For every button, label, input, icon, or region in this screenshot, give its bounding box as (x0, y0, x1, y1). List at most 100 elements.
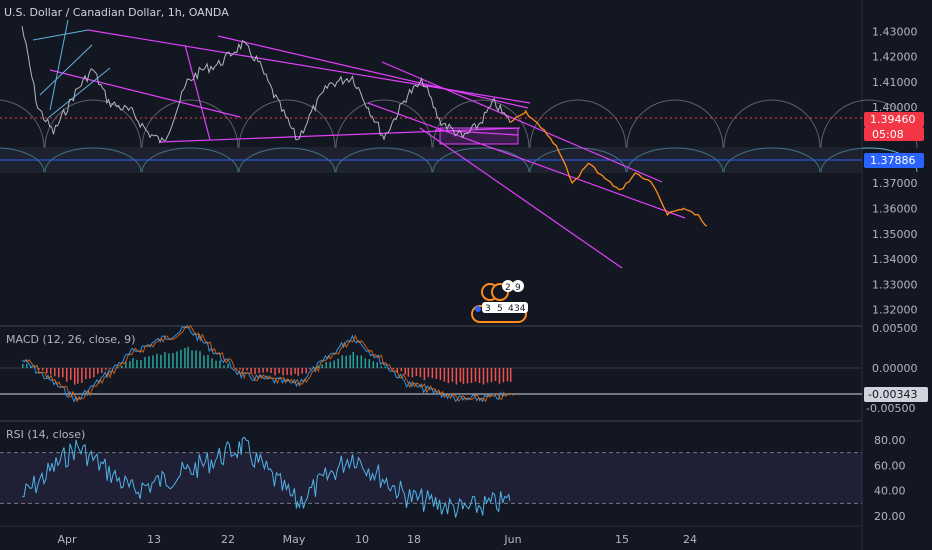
time-tick-label: Apr (57, 533, 77, 546)
rsi-title[interactable]: RSI (14, close) (6, 428, 85, 441)
macd-histogram-bar (435, 368, 438, 379)
macd-histogram-bar (384, 366, 387, 368)
macd-histogram-bar (172, 352, 174, 368)
macd-histogram-bar (447, 368, 450, 384)
macd-histogram-bar (168, 353, 170, 368)
macd-histogram-bar (443, 368, 446, 382)
macd-histogram-bar (333, 360, 335, 368)
macd-tick-label: 0.00500 (872, 322, 918, 335)
macd-histogram-bar (352, 351, 355, 368)
macd-histogram-bar (105, 368, 107, 371)
macd-histogram-bar (219, 360, 221, 368)
macd-histogram-bar (250, 368, 252, 373)
macd-histogram-bar (345, 355, 347, 368)
macd-histogram-bar (490, 368, 493, 383)
macd-histogram-bar (380, 366, 383, 368)
range-box (439, 127, 519, 145)
macd-histogram-bar (242, 368, 244, 371)
macd-histogram-bar (58, 368, 60, 378)
badge-count: 9 (515, 283, 521, 293)
macd-tick-label: 0.00000 (872, 362, 918, 375)
trendline (49, 69, 241, 118)
macd-histogram-bar (109, 368, 111, 370)
macd-histogram-bar (506, 368, 509, 382)
cycle-arc (335, 99, 433, 149)
macd-histogram-bar (239, 368, 241, 370)
cycle-arc (141, 99, 239, 149)
macd-histogram-bar (415, 368, 418, 376)
cycle-arc (238, 99, 336, 149)
cycle-arc (44, 99, 142, 149)
macd-histogram-bar (195, 350, 197, 368)
rsi-line (21, 436, 511, 518)
price-tick-label: 1.42000 (872, 51, 918, 64)
price-tick-label: 1.40000 (872, 101, 918, 114)
badge-count: 2 (505, 283, 511, 293)
time-tick-label: 10 (355, 533, 369, 546)
rsi-tick-label: 60.00 (874, 459, 906, 472)
price-tick-label: 1.35000 (872, 228, 918, 241)
price-tick-label: 1.43000 (872, 25, 918, 38)
macd-histogram-bar (356, 355, 359, 368)
macd-histogram-bar (482, 368, 485, 385)
price-tick-label: 1.32000 (872, 304, 918, 317)
macd-histogram-bar (85, 368, 87, 380)
macd-histogram-bar (140, 360, 142, 368)
macd-histogram-bar (46, 368, 48, 374)
macd-histogram-bar (325, 361, 327, 368)
macd-histogram-bar (50, 368, 52, 375)
macd-histogram-bar (180, 349, 182, 368)
rsi-tick-label: 80.00 (874, 434, 906, 447)
macd-histogram-bar (121, 365, 123, 368)
rsi-series (0, 436, 862, 518)
macd-histogram-bar (89, 368, 91, 379)
price-tick-label: 1.36000 (872, 202, 918, 215)
macd-histogram-bar (396, 368, 399, 373)
macd-histogram-bar (184, 347, 186, 368)
signal-line (24, 324, 514, 403)
macd-histogram-bar (97, 368, 99, 374)
macd-histogram-bar (286, 368, 288, 375)
macd-histogram-bar (246, 368, 248, 371)
macd-histogram-bar (349, 354, 351, 368)
cycle-arc (0, 99, 45, 149)
price-tick-label: 1.37000 (872, 177, 918, 190)
macd-tick-label: -0.00500 (866, 402, 915, 415)
time-tick-label: 15 (615, 533, 629, 546)
macd-histogram-bar (297, 368, 299, 376)
macd-histogram-bar (404, 368, 407, 375)
macd-histogram-bar (22, 363, 24, 368)
event-badges[interactable]: 2 9 3 5 4 34 (471, 280, 528, 323)
badge-count: 34 (514, 304, 526, 314)
event-badge-icon (482, 302, 528, 313)
badge-count: 3 (485, 304, 491, 314)
macd-histogram-bar (191, 350, 193, 368)
macd-histogram-bar (42, 368, 44, 371)
price-series (21, 26, 511, 145)
current-price-tag: 1.39460 (864, 112, 924, 127)
macd-current-value: -0.00343 (868, 388, 917, 401)
macd-histogram-bar (254, 368, 256, 375)
macd-title[interactable]: MACD (12, 26, close, 9) (6, 333, 135, 346)
countdown-tag: 05:08 (864, 127, 924, 141)
level-price-value: 1.37886 (870, 154, 916, 167)
macd-histogram-bar (451, 368, 454, 382)
macd-histogram-bar (388, 368, 391, 369)
trendline-drawings[interactable] (32, 19, 686, 269)
rsi-band (0, 452, 862, 504)
time-tick-label: 13 (147, 533, 161, 546)
badge-count: 5 (497, 304, 503, 314)
macd-histogram-bar (54, 368, 56, 377)
macd-histogram-bar (360, 355, 363, 368)
macd-histogram-bar (274, 368, 276, 376)
macd-histogram-bar (466, 368, 469, 384)
event-badge-icon (502, 280, 514, 292)
macd-histogram-bar (30, 366, 32, 368)
macd-value-tag: -0.00343 (864, 387, 928, 402)
macd-histogram-bar (337, 358, 339, 368)
symbol-title[interactable]: U.S. Dollar / Canadian Dollar, 1h, OANDA (4, 6, 229, 19)
macd-histogram-bar (509, 368, 512, 382)
macd-histogram-bar (223, 365, 225, 368)
